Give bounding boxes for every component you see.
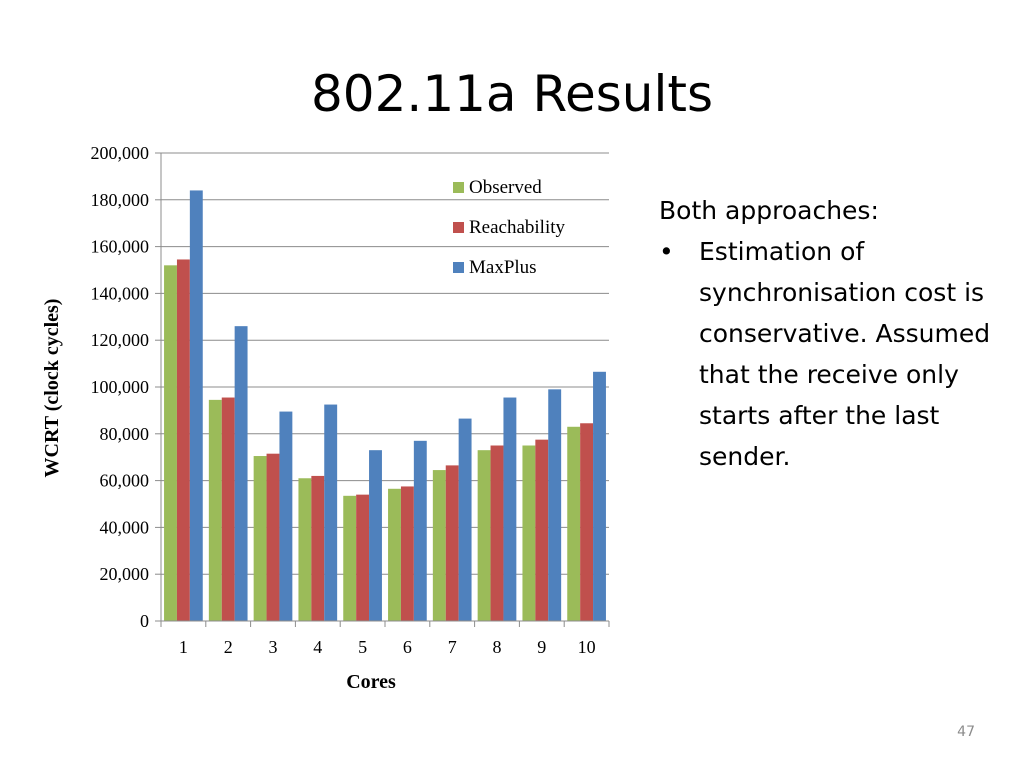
bar-maxplus-6 xyxy=(413,440,427,621)
side-heading: Both approaches: xyxy=(659,196,879,225)
bullet-item: • Estimation of synchronisation cost is … xyxy=(659,231,999,477)
side-text-block: Both approaches: • Estimation of synchro… xyxy=(659,190,999,477)
bullet-text: Estimation of synchronisation cost is co… xyxy=(699,237,991,471)
bar-observed-2 xyxy=(208,399,222,621)
bar-observed-3 xyxy=(253,456,267,621)
bar-maxplus-1 xyxy=(189,190,203,621)
y-tick-label: 120,000 xyxy=(91,330,150,350)
chart-legend: Observed Reachability MaxPlus xyxy=(453,177,566,278)
bar-observed-10 xyxy=(567,426,581,621)
y-tick-label: 100,000 xyxy=(91,377,150,397)
bar-reachability-4 xyxy=(311,475,325,621)
bar-maxplus-10 xyxy=(593,371,606,621)
legend-label-maxplus: MaxPlus xyxy=(469,257,537,278)
x-tick-label: 1 xyxy=(179,637,188,657)
y-axis-title: WCRT (clock cycles) xyxy=(41,299,63,478)
chart-axes xyxy=(155,152,610,627)
legend-label-observed: Observed xyxy=(469,177,542,198)
y-tick-label: 20,000 xyxy=(100,564,150,584)
bar-reachability-8 xyxy=(490,445,504,621)
bar-reachability-6 xyxy=(400,486,414,621)
legend-label-reachability: Reachability xyxy=(469,217,566,238)
bar-maxplus-7 xyxy=(458,418,472,621)
y-tick-label: 0 xyxy=(140,611,149,631)
bar-maxplus-3 xyxy=(279,411,293,621)
bar-observed-8 xyxy=(477,450,491,621)
x-axis-title: Cores xyxy=(346,671,396,693)
bar-reachability-1 xyxy=(176,259,190,621)
bar-maxplus-4 xyxy=(324,404,338,621)
x-tick-label: 5 xyxy=(358,637,367,657)
chart-tick-labels: 0 20,000 40,000 60,000 80,000 100,000 120,000 1… xyxy=(91,143,596,657)
x-tick-label: 9 xyxy=(537,637,546,657)
bar-observed-7 xyxy=(432,470,446,621)
bar-maxplus-5 xyxy=(369,450,382,621)
bar-reachability-2 xyxy=(221,397,235,621)
bar-reachability-9 xyxy=(535,439,549,621)
x-tick-label: 7 xyxy=(448,637,457,657)
bar-observed-6 xyxy=(388,488,401,621)
page-number: 47 xyxy=(957,724,975,740)
y-tick-label: 160,000 xyxy=(91,237,150,257)
bar-observed-5 xyxy=(343,495,357,621)
legend-swatch-reachability xyxy=(453,222,464,233)
y-tick-label: 200,000 xyxy=(91,143,150,163)
x-tick-label: 10 xyxy=(578,637,596,657)
y-tick-label: 40,000 xyxy=(100,517,150,537)
bar-maxplus-8 xyxy=(503,397,517,621)
bar-reachability-3 xyxy=(266,453,280,621)
slide-title: 802.11a Results xyxy=(310,65,714,123)
x-tick-label: 8 xyxy=(493,637,502,657)
chart-bars xyxy=(164,190,606,621)
legend-swatch-observed xyxy=(453,182,464,193)
bar-reachability-10 xyxy=(580,423,594,621)
bar-observed-9 xyxy=(522,445,536,621)
bar-reachability-7 xyxy=(445,465,459,621)
y-tick-label: 180,000 xyxy=(91,190,150,210)
bar-observed-4 xyxy=(298,478,312,621)
x-tick-label: 2 xyxy=(224,637,233,657)
y-tick-label: 80,000 xyxy=(100,424,150,444)
x-tick-label: 3 xyxy=(269,637,278,657)
bar-reachability-5 xyxy=(356,494,370,621)
bar-maxplus-2 xyxy=(234,326,248,621)
bar-maxplus-9 xyxy=(548,389,562,621)
y-tick-label: 60,000 xyxy=(100,471,150,491)
x-tick-label: 6 xyxy=(403,637,412,657)
x-tick-label: 4 xyxy=(313,637,322,657)
legend-swatch-maxplus xyxy=(453,262,464,273)
y-tick-label: 140,000 xyxy=(91,283,150,303)
bullet-icon: • xyxy=(659,237,674,266)
bar-observed-1 xyxy=(164,265,177,621)
